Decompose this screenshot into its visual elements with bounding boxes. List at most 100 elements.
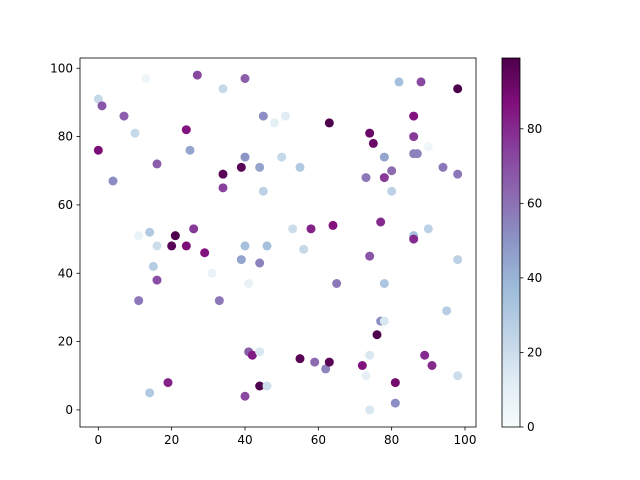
data-point-88: [423, 142, 433, 152]
y-tick-label: 60: [58, 198, 73, 212]
x-tick-label: 100: [454, 433, 477, 447]
data-point-23: [200, 248, 210, 258]
data-point-96: [453, 371, 463, 381]
colorbar-tick-label: 0: [527, 420, 535, 434]
data-point-10: [152, 241, 162, 251]
data-point-57: [324, 118, 334, 128]
data-point-25: [214, 296, 224, 306]
data-point-56: [324, 357, 334, 367]
data-point-22: [192, 70, 202, 80]
data-point-37: [247, 350, 257, 360]
y-tick-label: 40: [58, 266, 73, 280]
plot-area-frame: [79, 57, 477, 428]
colorbar-tick-label: 40: [527, 271, 542, 285]
data-point-26: [218, 84, 228, 94]
data-point-55: [321, 364, 331, 374]
data-point-5: [130, 128, 140, 138]
colorbar-axis: 0 20 40 60 80: [520, 122, 542, 434]
data-point-94: [453, 169, 463, 179]
x-tick-label: 40: [237, 433, 252, 447]
data-point-71: [379, 152, 389, 162]
data-point-69: [376, 217, 386, 227]
data-point-59: [332, 279, 342, 288]
data-point-28: [218, 183, 228, 193]
data-point-32: [240, 152, 250, 162]
data-point-48: [280, 111, 290, 121]
data-point-80: [409, 111, 419, 121]
x-tick-label: 80: [384, 433, 399, 447]
data-point-21: [189, 224, 199, 234]
x-tick-label: 20: [164, 433, 179, 447]
data-point-85: [412, 149, 422, 159]
y-tick-label: 0: [65, 403, 73, 417]
data-point-42: [258, 111, 268, 121]
data-point-27: [218, 169, 228, 179]
data-point-47: [277, 152, 287, 162]
data-point-92: [442, 306, 452, 316]
data-point-84: [409, 234, 419, 244]
data-point-77: [390, 378, 400, 388]
data-point-45: [262, 381, 272, 391]
data-point-3: [108, 176, 118, 186]
colorbar-tick-label: 60: [527, 196, 542, 210]
data-point-54: [310, 357, 320, 367]
data-point-9: [148, 261, 158, 271]
data-point-63: [365, 128, 375, 138]
data-point-16: [167, 241, 177, 251]
data-point-72: [379, 173, 389, 183]
data-point-29: [236, 162, 246, 172]
data-point-58: [328, 220, 338, 230]
data-point-75: [387, 186, 397, 196]
data-point-90: [427, 361, 437, 370]
data-point-4: [119, 111, 129, 121]
data-point-0: [93, 94, 103, 104]
data-point-7: [134, 231, 144, 241]
data-point-76: [387, 166, 397, 176]
data-point-78: [390, 398, 400, 408]
x-tick-label: 60: [311, 433, 326, 447]
data-point-40: [255, 258, 265, 268]
data-point-61: [361, 371, 371, 381]
x-tick-label: 0: [95, 433, 103, 447]
data-point-18: [181, 241, 191, 251]
colorbar: [501, 57, 521, 428]
data-point-8: [145, 227, 155, 237]
data-point-44: [262, 241, 272, 251]
y-tick-label: 20: [58, 335, 73, 349]
data-point-66: [365, 405, 375, 415]
data-point-11: [152, 159, 162, 169]
data-point-33: [240, 74, 250, 83]
data-point-50: [295, 162, 305, 172]
y-axis: 0 20 40 60 80 100: [50, 61, 80, 417]
colorbar-tick-label: 80: [527, 122, 542, 136]
data-point-52: [299, 244, 309, 254]
data-point-19: [181, 125, 191, 135]
data-point-39: [255, 162, 265, 172]
data-point-89: [423, 224, 433, 234]
data-point-73: [379, 279, 389, 288]
data-point-31: [240, 241, 250, 251]
data-point-6: [141, 74, 151, 83]
data-point-35: [244, 279, 254, 288]
data-point-13: [152, 275, 162, 285]
data-point-1: [97, 101, 107, 111]
data-point-15: [163, 378, 173, 388]
y-tick-label: 80: [58, 130, 73, 144]
y-tick-label: 100: [50, 61, 73, 75]
data-point-62: [361, 173, 371, 183]
data-point-79: [394, 77, 404, 87]
colorbar-tick-label: 20: [527, 345, 542, 359]
data-point-24: [207, 268, 217, 278]
data-point-95: [453, 255, 463, 265]
data-point-12: [134, 296, 144, 306]
data-point-53: [306, 224, 316, 234]
data-point-17: [170, 231, 180, 241]
data-point-93: [453, 84, 463, 94]
data-point-60: [357, 361, 367, 370]
data-point-68: [372, 330, 382, 340]
data-point-81: [409, 132, 419, 142]
data-point-14: [145, 388, 155, 398]
data-point-65: [365, 350, 375, 360]
data-point-49: [288, 224, 298, 234]
